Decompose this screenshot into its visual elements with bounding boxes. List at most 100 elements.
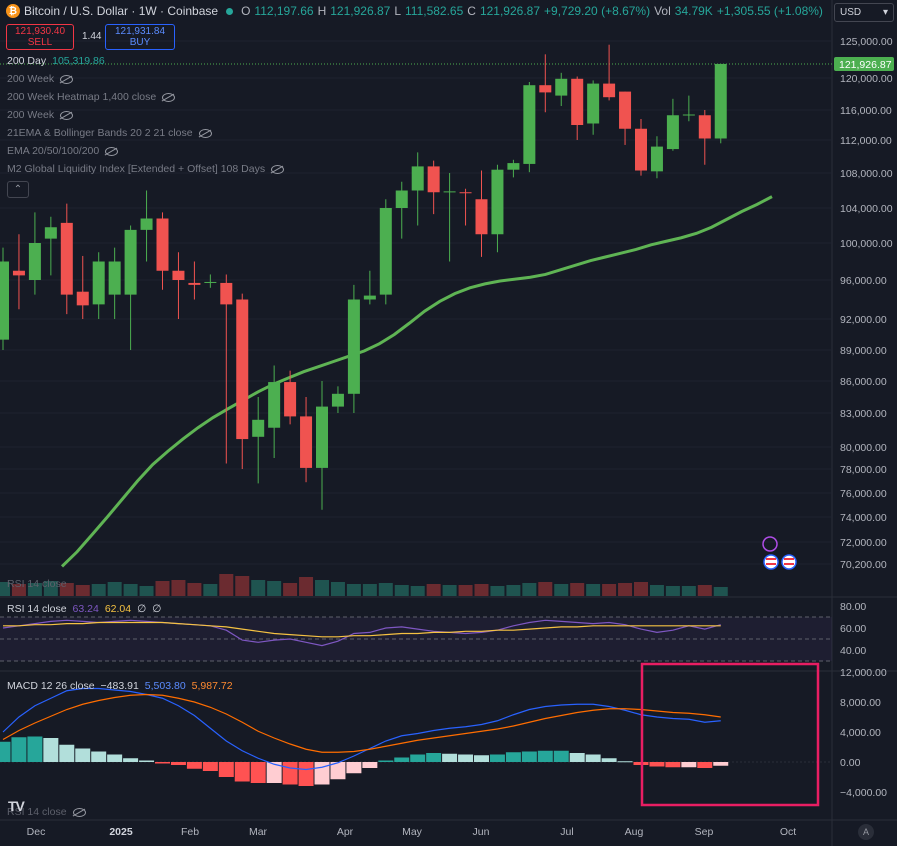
candle-body [268, 382, 281, 428]
candle-body [650, 146, 663, 172]
candle-body [347, 299, 360, 394]
volume-bar [362, 584, 377, 596]
macd-histogram-bar [0, 741, 11, 762]
sell-button[interactable]: 121,930.40 SELL [6, 24, 74, 50]
indicator-hidden[interactable]: 21EMA & Bollinger Bands 20 2 21 close [7, 127, 212, 139]
indicator-label: 200 Week [7, 73, 55, 85]
macd-histogram-bar [553, 750, 569, 762]
event-icon [762, 536, 778, 552]
volume-bar [315, 580, 329, 596]
close-value: 121,926.87 [479, 4, 541, 18]
price-tick-label: 96,000.00 [840, 275, 887, 287]
volume-bar [410, 586, 425, 596]
us-flag-icon [766, 563, 776, 565]
volume-bar [506, 585, 521, 596]
indicator-hidden[interactable]: 200 Week [7, 73, 74, 85]
macd-value: 5,503.80 [144, 680, 186, 692]
volume-bar [522, 583, 537, 596]
indicator-hidden[interactable]: EMA 20/50/100/200 [7, 145, 119, 157]
volume-bar [602, 584, 617, 596]
macd-histogram-bar [250, 762, 266, 783]
indicator-200day[interactable]: 200 Day 105,319.86 [7, 55, 105, 67]
macd-histogram-bar [186, 762, 202, 769]
price-tick-label: 74,000.00 [840, 512, 887, 524]
price-tick-label: 125,000.00 [840, 36, 893, 48]
price-tick-label: 92,000.00 [840, 314, 887, 326]
open-label: O [241, 4, 251, 18]
us-flag-icon [781, 554, 797, 570]
buy-button[interactable]: 121,931.84 BUY [105, 24, 175, 50]
volume-change: +1,305.55 (+1.08%) [716, 4, 823, 18]
eye-off-icon[interactable] [60, 110, 74, 120]
market-status-icon [226, 7, 234, 15]
indicator-hidden[interactable]: 200 Week [7, 109, 74, 121]
candle-body [331, 393, 344, 407]
eye-off-icon[interactable] [72, 807, 86, 817]
rsi-legend[interactable]: RSI 14 close 63.24 62.04 ∅ ∅ [7, 603, 161, 615]
macd-histogram-bar [170, 762, 186, 765]
macd-histogram-bar [330, 762, 346, 780]
volume-bar [665, 586, 680, 596]
macd-histogram-bar [266, 762, 282, 783]
indicator-hidden[interactable]: M2 Global Liquidity Index [Extended + Of… [7, 163, 285, 175]
eye-off-icon[interactable] [60, 74, 74, 84]
indicator-label: M2 Global Liquidity Index [Extended + Of… [7, 163, 266, 175]
candle-body [714, 63, 727, 139]
candle-body [682, 114, 695, 116]
rsi-na-1: ∅ [137, 603, 147, 615]
volume-bar [394, 585, 409, 596]
auto-scale-button[interactable]: A [858, 824, 874, 840]
macd-histogram-bar [394, 757, 410, 762]
candle-body [108, 261, 121, 295]
volume-bar [299, 577, 314, 596]
symbol-title[interactable]: Bitcoin / U.S. Dollar · 1W · Coinbase [24, 4, 219, 18]
currency-select[interactable]: USD ▾ [834, 3, 894, 22]
candle-body [555, 78, 568, 96]
macd-histogram-bar [426, 753, 442, 762]
time-axis-label: Apr [337, 826, 354, 838]
candle-body [12, 270, 25, 276]
indicator-200day-value: 105,319.86 [52, 55, 105, 67]
candle-body [698, 115, 711, 139]
candle-body [363, 295, 376, 300]
price-tick-label: 112,000.00 [840, 135, 892, 147]
price-tick-label: 70,200.00 [840, 559, 887, 571]
macd-histogram-bar [43, 738, 59, 762]
eye-off-icon[interactable] [198, 128, 212, 138]
candle-body [603, 83, 616, 98]
macd-histogram-bar [617, 761, 633, 763]
macd-histogram-bar [505, 752, 521, 762]
candle-body [0, 261, 9, 340]
rsi-ma-value: 62.04 [104, 603, 132, 615]
candle-body [507, 163, 520, 170]
price-tick-label: 100,000.00 [840, 238, 893, 250]
highlight-box [640, 662, 820, 807]
us-flag-icon [763, 554, 779, 570]
rsi-label: RSI 14 close [7, 603, 67, 615]
rsi-ma-line [3, 621, 721, 638]
indicator-hidden[interactable]: 200 Week Heatmap 1,400 close [7, 91, 176, 103]
volume-bar [203, 584, 218, 596]
candle-body [92, 261, 105, 305]
eye-off-icon[interactable] [162, 92, 176, 102]
eye-off-icon[interactable] [105, 146, 119, 156]
macd-legend[interactable]: MACD 12 26 close −483.91 5,503.80 5,987.… [7, 680, 233, 692]
eye-off-icon[interactable] [271, 164, 285, 174]
sell-label: SELL [27, 37, 53, 48]
tradingview-logo[interactable]: TV [8, 798, 25, 814]
candle-body [666, 115, 679, 150]
volume-bar [426, 584, 441, 596]
candle-body [172, 270, 185, 280]
candle-body [140, 218, 153, 230]
candle-body [204, 281, 217, 283]
indicator-200day-label: 200 Day [7, 55, 47, 67]
price-tick-label: 83,000.00 [840, 408, 887, 420]
candle-body [411, 166, 424, 191]
collapse-legend-button[interactable]: ⌃ [7, 181, 29, 198]
indicator-label: 200 Week [7, 109, 55, 121]
macd-histogram-bar [489, 754, 505, 762]
volume-bar [283, 583, 298, 596]
candle-body [236, 299, 249, 440]
macd-histogram-bar [474, 755, 489, 762]
